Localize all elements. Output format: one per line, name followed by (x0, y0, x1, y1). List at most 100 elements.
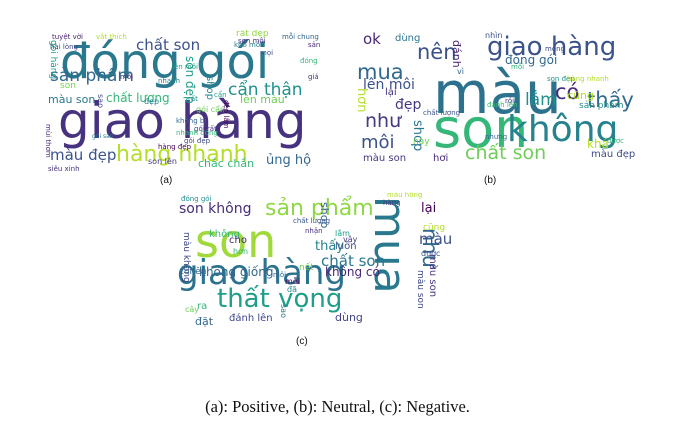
cloud-word: môi (361, 132, 395, 153)
cloud-word: đánh lên (487, 101, 518, 109)
cloud-word: màu hồng (387, 192, 423, 199)
cloud-word: đóng gói (60, 34, 270, 90)
cloud-word: có (555, 80, 580, 104)
cloud-word: không bị (176, 117, 207, 125)
cloud-word: siêu xinh (48, 165, 80, 173)
cloud-word: khô môi (234, 41, 263, 49)
cloud-word: mỗi (511, 63, 525, 71)
subfigure-label-c: (c) (296, 336, 308, 347)
cloud-word: vậy (343, 235, 358, 244)
cloud-word: chất lượng (293, 217, 331, 225)
cloud-word: cẩn (214, 91, 227, 99)
cloud-word: giá (308, 73, 319, 81)
cloud-word: nhanh (158, 77, 181, 85)
cloud-word: đánh lên (229, 313, 273, 324)
cloud-word: chất son (465, 142, 547, 164)
cloud-word: rất (188, 95, 198, 103)
cloud-word: sản phẩm (579, 101, 624, 111)
cloud-word: sản (308, 41, 320, 49)
subfigure-label-a: (a) (160, 175, 173, 186)
cloud-word: gói đẹp (184, 137, 211, 145)
cloud-word: lắm (525, 90, 557, 110)
cloud-word: hơn (233, 247, 249, 256)
cloud-word: tuyệt vời (52, 33, 83, 41)
cloud-word: son môi (238, 37, 266, 45)
cloud-word: chất lượng (106, 91, 170, 105)
cloud-word: màu không (181, 232, 191, 283)
cloud-word: rất đẹp (236, 30, 269, 39)
cloud-word: mùi thơm (44, 124, 52, 158)
cloud-word: son lên (148, 157, 177, 166)
cloud-word: gói hàng (48, 40, 58, 80)
cloud-word: lên môi (363, 77, 415, 93)
cloud-word: nết (299, 263, 314, 273)
cloud-word: thất vọng (217, 284, 343, 314)
cloud-word: thấy (587, 88, 634, 112)
cloud-word: mua (357, 60, 404, 84)
cloud-word: nên (417, 40, 457, 64)
cloud-word: vắt thích (96, 33, 127, 41)
cloud-word: màu (419, 230, 453, 248)
cloud-word: như (365, 110, 402, 132)
cloud-word: màu đẹp (50, 146, 117, 164)
cloud-word: ra (197, 301, 208, 312)
cloud-word: hàng (383, 199, 401, 207)
cloud-word: đẹp (395, 97, 422, 113)
wordcloud-positive: đóng gói giao hàng hàng nhanh chất son sản p… (38, 30, 320, 172)
wordcloud-negative: son mua giao hàng thất vọng sản phẩm son khôn… (175, 192, 457, 334)
cloud-word: màu (433, 59, 562, 127)
cloud-word: chắc chắn (198, 157, 255, 170)
cloud-word: gói rất (194, 125, 217, 133)
cloud-word: cũng (423, 223, 446, 233)
cloud-word: nhận (305, 227, 323, 235)
cloud-word: shop (204, 76, 215, 101)
cloud-word: gói sản (92, 133, 114, 140)
cloud-word: luôn (335, 241, 357, 252)
cloud-word: lên môi (172, 63, 198, 71)
cloud-word: sản phẩm (50, 66, 134, 86)
cloud-word: mọi (260, 49, 274, 57)
cloud-word: chất lượng (423, 109, 461, 117)
cloud-word: môi (120, 73, 134, 81)
cloud-word: nhanh đóng (176, 129, 218, 137)
cloud-word: mỗi chung (282, 33, 319, 41)
cloud-word: không giống (199, 265, 274, 279)
cloud-word: đánh (450, 40, 463, 68)
cloud-word: màu đẹp (591, 149, 635, 160)
cloud-word: ok (363, 30, 381, 48)
cloud-word: không (209, 229, 240, 240)
cloud-word: này (413, 137, 430, 147)
figure-caption: (a): Positive, (b): Neutral, (c): Negati… (205, 397, 470, 416)
cloud-word: son không (179, 201, 252, 217)
cloud-word: cho (229, 235, 247, 246)
cloud-word: giao hàng (487, 32, 617, 62)
cloud-word: hàng nhanh (567, 75, 609, 83)
cloud-word: hơi (433, 153, 449, 164)
cloud-word: cây (185, 305, 200, 314)
cloud-word: đóng gói (181, 195, 212, 203)
cloud-word: lại (385, 87, 397, 98)
cloud-word: đã (287, 285, 297, 294)
cloud-word: như (418, 228, 442, 268)
cloud-word: được (421, 249, 441, 258)
cloud-word: chất son (321, 252, 386, 270)
cloud-word: màu son (415, 270, 425, 309)
cloud-word: son (60, 81, 76, 91)
cloud-word: môi (273, 271, 287, 279)
cloud-word: sản phẩm (265, 196, 374, 221)
cloud-word: màu son (363, 153, 407, 164)
cloud-word: son (195, 214, 277, 268)
cloud-word: vì (457, 67, 464, 76)
cloud-word: thấy (315, 239, 344, 254)
cloud-word: rồi (505, 97, 515, 105)
cloud-word: son đẹp (547, 75, 575, 83)
cloud-word: dùng (335, 311, 363, 324)
cloud-word: cũng (567, 89, 594, 102)
wordcloud-neutral: màu son không giao hàng chất son mua nên có thấy… (355, 30, 635, 172)
cloud-word: giao hàng (58, 92, 307, 150)
cloud-word: đóng (300, 57, 318, 65)
cloud-word: hơn (355, 88, 369, 113)
cloud-word: son đẹp (183, 56, 197, 104)
cloud-word: hàng nhanh (116, 142, 248, 167)
cloud-word: giao hàng (177, 253, 346, 293)
